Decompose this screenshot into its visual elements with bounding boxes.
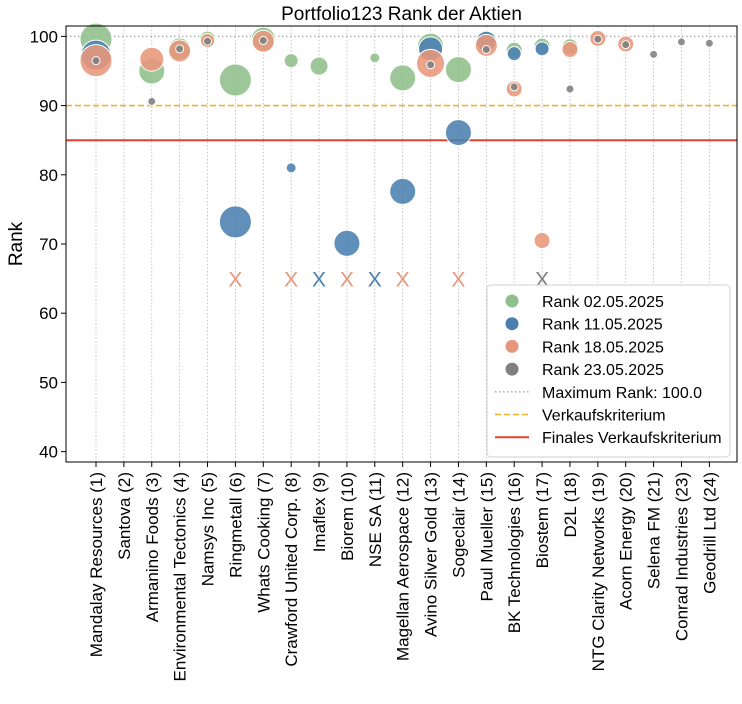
data-point	[506, 46, 522, 62]
x-tick-label: Sogeclair (14)	[449, 472, 468, 578]
x-tick-label: Whats Cooking (7)	[254, 472, 273, 613]
x-tick-label: Santova (2)	[115, 472, 134, 560]
y-tick-label: 60	[39, 304, 58, 323]
x-marker: X	[340, 269, 354, 292]
legend-label: Verkaufskriterium	[542, 408, 666, 425]
data-point	[369, 52, 381, 64]
x-tick-label: Magellan Aerospace (12)	[394, 472, 413, 661]
data-point	[534, 41, 550, 57]
data-point	[258, 36, 268, 46]
data-point	[481, 45, 491, 55]
data-point	[676, 37, 686, 47]
data-point	[283, 53, 299, 69]
y-tick-label: 40	[39, 443, 58, 462]
data-point	[509, 82, 519, 92]
data-point	[285, 162, 297, 174]
x-tick-label: Armanino Foods (3)	[143, 472, 162, 622]
x-tick-label: Environmental Tectonics (4)	[171, 472, 190, 681]
x-tick-label: BK Technologies (16)	[505, 472, 524, 633]
x-marker: X	[368, 269, 382, 292]
data-point	[203, 36, 213, 46]
data-point	[593, 34, 603, 44]
x-tick-label: NSE SA (11)	[366, 472, 385, 567]
x-tick-label: Avino Silver Gold (13)	[422, 472, 441, 637]
x-tick-label: Conrad Industries (23)	[672, 472, 691, 641]
data-point	[621, 40, 631, 50]
x-tick-label: Geodrill Ltd (24)	[700, 472, 719, 594]
legend-label: Rank 02.05.2025	[542, 294, 664, 311]
y-tick-label: 80	[39, 166, 58, 185]
x-tick-label: Ringmetall (6)	[226, 472, 245, 578]
data-point	[91, 56, 101, 66]
legend-marker	[505, 339, 519, 353]
x-tick-label: Crawford United Corp. (8)	[282, 472, 301, 667]
data-point	[147, 96, 157, 106]
x-marker: X	[284, 269, 298, 292]
data-point	[426, 60, 436, 70]
y-axis: 40 50 60 70 80 90 100	[30, 27, 66, 462]
x-tick-label: Imaflex (9)	[310, 472, 329, 552]
data-point	[444, 56, 472, 84]
y-tick-label: 70	[39, 235, 58, 254]
data-point	[218, 205, 252, 239]
data-point	[704, 38, 714, 48]
data-point	[444, 119, 472, 147]
data-points: X XX X X X X X	[79, 22, 714, 292]
x-tick-label: D2L (18)	[561, 472, 580, 538]
x-tick-label: Biorem (10)	[338, 472, 357, 561]
legend-box	[486, 284, 731, 458]
y-tick-label: 90	[39, 97, 58, 116]
x-tick-label: Acorn Energy (20)	[617, 472, 636, 610]
y-tick-label: 50	[39, 373, 58, 392]
data-point	[561, 41, 579, 59]
x-tick-label: NTG Clarity Networks (19)	[589, 472, 608, 671]
chart-title: Portfolio123 Rank der Aktien	[281, 4, 522, 25]
legend-marker	[505, 362, 519, 376]
data-point	[333, 229, 361, 257]
reference-lines	[66, 35, 737, 142]
data-point	[139, 46, 165, 72]
data-point	[218, 63, 252, 97]
x-tick-label: Paul Mueller (15)	[477, 472, 496, 601]
data-point	[389, 177, 417, 205]
data-point	[309, 56, 329, 76]
legend-label: Maximum Rank: 100.0	[542, 385, 702, 402]
x-tick-label: Mandalay Resources (1)	[87, 472, 106, 657]
legend-label: Rank 11.05.2025	[542, 317, 663, 334]
x-axis: Mandalay Resources (1) Santova (2) Armanin…	[87, 462, 719, 681]
legend: Rank 02.05.2025 Rank 11.05.2025 Rank 18.05…	[486, 284, 731, 458]
x-marker: X	[312, 269, 326, 292]
y-tick-label: 100	[30, 27, 58, 46]
data-point	[533, 232, 551, 250]
data-point	[565, 84, 575, 94]
data-point	[649, 49, 659, 59]
legend-label: Rank 23.05.2025	[542, 362, 664, 379]
data-point	[389, 64, 417, 92]
x-tick-label: Biostem (17)	[533, 472, 552, 568]
x-tick-label: Namsys Inc (5)	[199, 472, 218, 586]
x-marker: X	[451, 269, 465, 292]
data-point	[175, 44, 185, 54]
legend-marker	[505, 294, 519, 308]
y-axis-label: Rank	[6, 221, 27, 266]
x-marker: X	[396, 269, 410, 292]
legend-marker	[505, 317, 519, 331]
x-tick-label: Selena FM (21)	[645, 472, 664, 589]
legend-label: Finales Verkaufskriterium	[542, 430, 722, 447]
x-marker: X	[228, 269, 242, 292]
legend-label: Rank 18.05.2025	[542, 339, 664, 356]
